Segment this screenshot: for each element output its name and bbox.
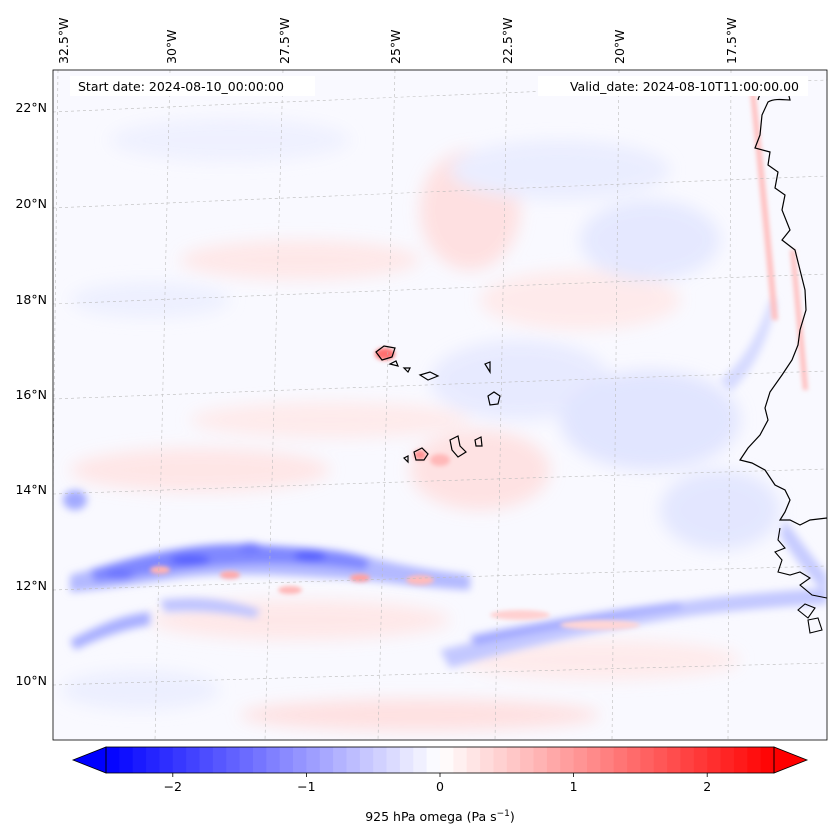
lon-label: 22.5°W (500, 18, 515, 64)
colorbar-tick-label: 2 (703, 779, 711, 794)
colorbar-segment (413, 747, 428, 773)
colorbar-segment (506, 747, 521, 773)
colorbar-segment (707, 747, 722, 773)
colorbar-segment (186, 747, 201, 773)
omega-field (53, 70, 827, 740)
colorbar-segment (399, 747, 414, 773)
colorbar-segment (466, 747, 481, 773)
colorbar-segment (613, 747, 628, 773)
lon-label: 30°W (164, 29, 179, 64)
start-date: Start date: 2024-08-10_00:00:00 (78, 79, 284, 94)
lat-label: 10°N (15, 673, 47, 688)
colorbar-segment (493, 747, 508, 773)
colorbar-segment (306, 747, 321, 773)
colorbar-segment (546, 747, 561, 773)
colorbar-segment (627, 747, 641, 773)
lat-label: 22°N (15, 100, 47, 115)
colorbar-segment (293, 747, 307, 773)
colorbar-segment (346, 747, 361, 773)
lat-label: 14°N (15, 482, 47, 497)
colorbar-segment (693, 747, 708, 773)
colorbar-segment (132, 747, 147, 773)
senegal-gambia-coast (774, 527, 827, 634)
map-panel (52, 69, 828, 741)
colorbar-tick-label: 1 (570, 779, 578, 794)
lon-label: 25°W (388, 29, 403, 64)
colorbar-tick-label: −1 (297, 779, 315, 794)
colorbar-segment (373, 747, 388, 773)
colorbar-segment (720, 747, 735, 773)
graticule (53, 70, 827, 740)
colorbar-label: 925 hPa omega (Pa s−1) (365, 809, 515, 824)
colorbar-ticks: −2 −1 0 1 2 (164, 773, 711, 794)
colorbar-segment (760, 747, 775, 773)
colorbar-segment (106, 747, 120, 773)
colorbar-extend-max (773, 746, 809, 774)
lat-label: 12°N (15, 578, 47, 593)
colorbar-extend-min (71, 746, 107, 774)
lat-label: 16°N (15, 387, 47, 402)
colorbar-segment (212, 747, 227, 773)
lat-label: 18°N (15, 292, 47, 307)
colorbar-segment (480, 747, 495, 773)
colorbar-tick-label: 0 (436, 779, 444, 794)
colorbar-segment (453, 747, 468, 773)
colorbar-segment (279, 747, 294, 773)
colorbar-segments (106, 747, 775, 773)
colorbar-segment (172, 747, 187, 773)
colorbar-segment (533, 747, 548, 773)
colorbar-segment (733, 747, 748, 773)
lon-label: 27.5°W (277, 18, 292, 64)
colorbar-segment (266, 747, 281, 773)
colorbar-segment (119, 747, 134, 773)
colorbar-segment (440, 747, 454, 773)
colorbar-segment (319, 747, 334, 773)
valid-date: Valid_date: 2024-08-10T11:00:00.00 (570, 79, 799, 94)
lat-label: 20°N (15, 196, 47, 211)
colorbar-segment (667, 747, 682, 773)
colorbar-segment (386, 747, 401, 773)
lon-label: 20°W (612, 29, 627, 64)
colorbar-segment (600, 747, 615, 773)
lon-labels: 32.5°W 30°W 27.5°W 25°W 22.5°W 20°W 17.5… (56, 18, 739, 64)
colorbar-segment (359, 747, 374, 773)
colorbar-segment (640, 747, 655, 773)
colorbar-segment (226, 747, 241, 773)
colorbar-segment (199, 747, 214, 773)
colorbar-segment (680, 747, 695, 773)
colorbar-segment (239, 747, 254, 773)
colorbar-segment (159, 747, 174, 773)
colorbar-segment (426, 747, 441, 773)
colorbar-segment (252, 747, 267, 773)
colorbar-segment (560, 747, 575, 773)
lon-label: 32.5°W (56, 18, 71, 64)
colorbar: −2 −1 0 1 2 925 hPa omega (Pa s−1) (71, 746, 809, 824)
colorbar-segment (333, 747, 348, 773)
colorbar-segment (747, 747, 762, 773)
colorbar-segment (573, 747, 588, 773)
lon-label: 17.5°W (724, 18, 739, 64)
colorbar-segment (146, 747, 161, 773)
colorbar-segment (520, 747, 535, 773)
cape-verde-islands (375, 345, 501, 464)
colorbar-segment (586, 747, 601, 773)
colorbar-tick-label: −2 (164, 779, 182, 794)
colorbar-segment (653, 747, 668, 773)
lat-labels: 22°N 20°N 18°N 16°N 14°N 12°N 10°N (15, 100, 47, 688)
